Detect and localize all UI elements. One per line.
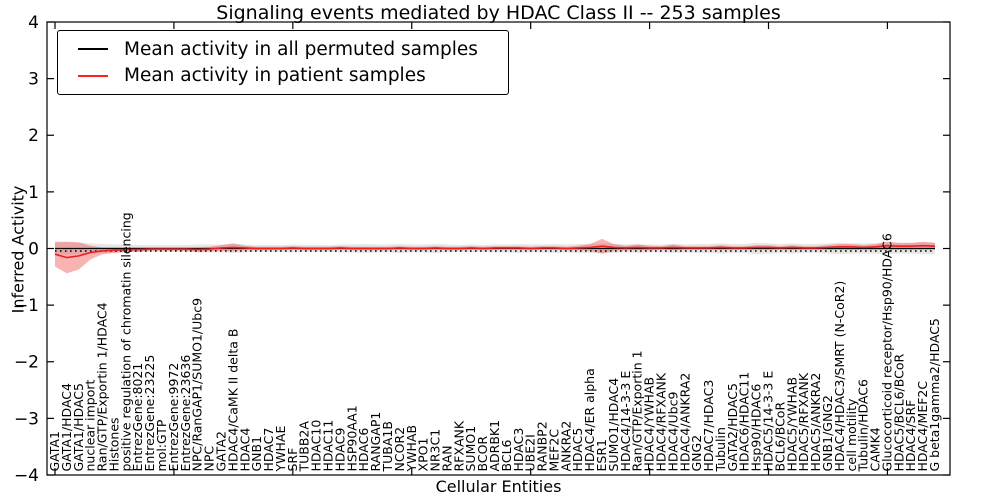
y-tick-label: 3 — [28, 70, 39, 90]
x-tick-label: HDAC5/YWHAB — [784, 377, 799, 472]
x-tick-label: positive regulation of chromatin silenci… — [118, 212, 133, 471]
x-tick-label: HDAC5/14-3-3 E — [761, 371, 776, 472]
chart-title: Signaling events mediated by HDAC Class … — [216, 2, 781, 24]
x-tick-label: NPC — [202, 446, 217, 472]
x-tick-label: UBE2I — [523, 434, 538, 471]
x-tick-label: EntrezGene:23225 — [142, 355, 157, 472]
x-tick-label: ESR1 — [594, 439, 609, 471]
x-tick-label: MEF2C — [547, 429, 562, 472]
x-axis-label: Cellular Entities — [435, 477, 562, 496]
x-tick-label: SRF — [285, 448, 300, 472]
y-tick-label: −2 — [14, 353, 39, 373]
x-tick-label: NR3C1 — [428, 429, 443, 472]
y-tick-label: 0 — [28, 239, 39, 259]
legend-entry-patient: Mean activity in patient samples — [58, 65, 508, 86]
legend: Mean activity in all permuted samples Me… — [57, 30, 509, 95]
x-tick-label: BCL6 — [499, 439, 514, 471]
x-tick-label: G beta1gamma2/HDAC5 — [927, 318, 942, 471]
x-tick-label: HDAC4/Ubc9 — [665, 392, 680, 472]
x-tick-label: ANKRA2 — [558, 421, 573, 472]
legend-line-swatch-red — [78, 74, 108, 77]
x-tick-label: NPC/RanGAP1/SUMO1/Ubc9 — [190, 298, 205, 472]
x-tick-label: RANBP2 — [535, 421, 550, 471]
x-tick-label: HDAC10 — [309, 420, 324, 472]
x-tick-label: HDAC9 — [332, 428, 347, 472]
x-tick-label: HDAC6 — [356, 428, 371, 472]
x-tick-label: Ran/GTP/Exportin 1/HDAC4 — [95, 302, 110, 471]
y-tick-label: 2 — [28, 126, 39, 146]
x-tick-label: TUBB2A — [297, 421, 312, 473]
x-tick-label: HDAC11 — [321, 420, 336, 472]
legend-entry-permuted: Mean activity in all permuted samples — [58, 39, 508, 60]
x-tick-label: HDAC3 — [511, 428, 526, 472]
x-tick-label: mol:GTP — [154, 419, 169, 471]
patient-mean-line — [54, 244, 936, 259]
x-tick-label: HDAC4/YWHAB — [642, 377, 657, 472]
x-tick-label: GNB1/GNG2 — [820, 395, 835, 471]
x-tick-label: HDAC4/HDAC3/SMRT (N-CoR2) — [832, 281, 847, 472]
x-tick-label: EntrezGene:8021 — [130, 363, 145, 472]
x-tick-label: GATA2/HDAC5 — [725, 383, 740, 471]
x-tick-label: BCL6/BCoR — [772, 402, 787, 472]
x-tick-label: NCOR2 — [392, 427, 407, 472]
y-axis-label: Inferred Activity — [8, 185, 28, 314]
x-tick-label: HDAC4/ER alpha — [582, 368, 597, 471]
x-tick-label: HDAC5/RFXANK — [796, 372, 811, 471]
legend-label-permuted: Mean activity in all permuted samples — [124, 38, 478, 60]
x-tick-label: RAN — [439, 445, 454, 471]
x-tick-label: GATA2 — [214, 431, 229, 471]
y-tick-label: −4 — [14, 466, 39, 486]
y-tick-label: −3 — [14, 409, 39, 429]
x-tick-label: YWHAE — [273, 426, 288, 473]
y-tick-label: 1 — [28, 183, 39, 203]
x-tick-label: YWHAB — [404, 425, 419, 473]
x-tick-label: HDAC5/ANKRA2 — [808, 373, 823, 472]
y-tick-label: 4 — [28, 13, 39, 33]
x-tick-label: CAMK4 — [868, 427, 883, 471]
x-tick-label: HDAC5 — [570, 428, 585, 472]
x-tick-label: GNG2 — [689, 435, 704, 472]
y-tick-label: −1 — [14, 296, 39, 316]
x-tick-label: EntrezGene:23636 — [178, 355, 193, 472]
x-tick-label: HDAC4 — [237, 428, 252, 472]
x-tick-label: HDAC4/ANKRA2 — [677, 373, 692, 472]
x-tick-label: HDAC4/CaMK II delta B — [225, 329, 240, 472]
x-tick-label: RANGAP1 — [368, 412, 383, 472]
x-tick-label: HDAC6/HDAC11 — [737, 372, 752, 472]
x-tick-label: GNB1 — [249, 436, 264, 472]
x-tick-label: GATA1/HDAC4 — [59, 383, 74, 472]
x-tick-label: Hsp90/HDAC6 — [749, 384, 764, 472]
x-tick-label: GATA1/HDAC5 — [71, 383, 86, 471]
x-tick-label: SUMO1/HDAC4 — [606, 378, 621, 472]
x-tick-label: Ran/GTP/Exportin 1 — [630, 350, 645, 471]
legend-label-patient: Mean activity in patient samples — [124, 65, 426, 87]
x-tick-label: HDAC4/MEF2C — [915, 381, 930, 472]
x-tick-label: HDAC7/HDAC3 — [701, 380, 716, 472]
x-tick-label: ADRBK1 — [487, 420, 502, 472]
x-tick-label: Histones — [107, 417, 122, 471]
legend-line-swatch-black — [78, 48, 108, 51]
x-tick-label: BCOR — [475, 436, 490, 472]
x-tick-label: cell motility — [844, 398, 859, 472]
x-tick-label: HDAC5/BCL6/BCoR — [891, 354, 906, 472]
x-tick-label: GATA1 — [47, 431, 62, 471]
x-tick-label: HSP90AA1 — [344, 405, 359, 471]
x-tick-label: Tubulin/HDAC6 — [856, 379, 871, 472]
x-tick-label: HDAC7 — [261, 428, 276, 472]
x-tick-label: TUBA1B — [380, 421, 395, 472]
x-tick-label: HDAC4/RFXANK — [654, 372, 669, 471]
x-tick-label: nuclear import — [83, 379, 98, 471]
x-tick-label: HDAC4/SRF — [903, 400, 918, 472]
x-tick-label: Tubulin — [713, 427, 728, 472]
x-tick-label: HDAC4/14-3-3 E — [618, 371, 633, 472]
x-tick-label: XPO1 — [416, 438, 431, 472]
x-tick-label: RFXANK — [451, 420, 466, 471]
x-tick-label: EntrezGene:9972 — [166, 363, 181, 472]
x-tick-label: Glucocorticoid receptor/Hsp90/HDAC6 — [879, 233, 894, 471]
x-tick-label: SUMO1 — [463, 426, 478, 472]
